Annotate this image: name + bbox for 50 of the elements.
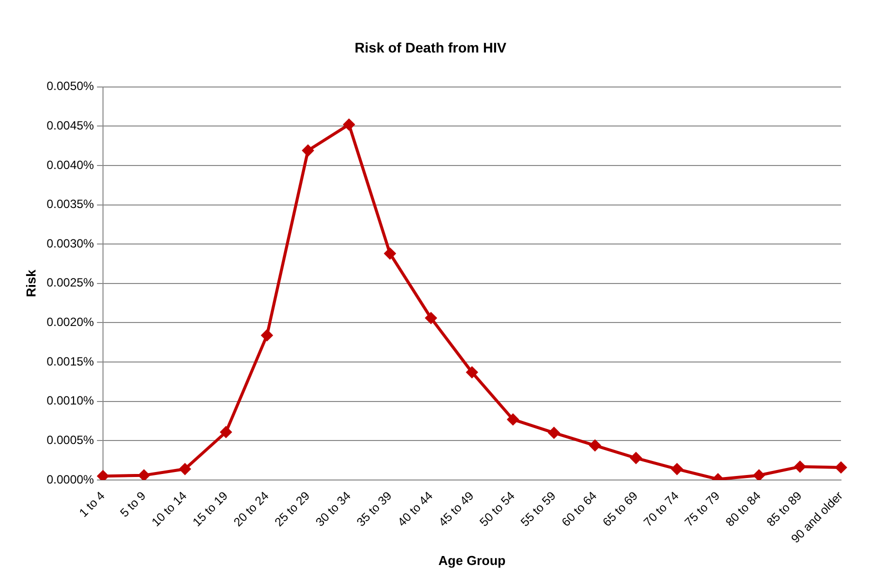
- y-axis-title: Risk: [23, 268, 38, 298]
- x-tick-label: 1 to 4: [76, 488, 108, 520]
- y-tick-label: 0.0040%: [46, 158, 94, 172]
- y-tick-label: 0.0010%: [46, 394, 94, 408]
- y-tick-label: 0.0050%: [46, 79, 94, 94]
- x-tick-label: 65 to 69: [600, 488, 641, 530]
- x-tick-label: 55 to 59: [518, 488, 559, 530]
- point: [588, 439, 601, 452]
- point: [260, 329, 273, 342]
- point: [220, 426, 232, 438]
- point: [178, 463, 191, 476]
- x-tick-label: 10 to 14: [148, 488, 190, 530]
- x-axis-title: Age Group: [438, 552, 506, 568]
- y-tick-label: 0.0020%: [46, 315, 94, 330]
- point: [670, 463, 683, 476]
- x-tick-label: 20 to 24: [230, 488, 272, 530]
- y-tick-label: 0.0045%: [46, 118, 94, 132]
- point: [548, 426, 560, 439]
- x-tick-label: 40 to 44: [394, 488, 436, 530]
- x-tick-label: 30 to 34: [312, 488, 354, 530]
- x-tick-label: 85 to 89: [764, 488, 805, 530]
- x-tick-label: 15 to 19: [190, 488, 231, 530]
- point: [794, 460, 806, 473]
- point: [630, 452, 642, 464]
- y-tick-label: 0.0035%: [46, 197, 94, 212]
- point: [138, 469, 150, 480]
- x-tick-label: 35 to 39: [354, 488, 395, 530]
- x-tick-label: 50 to 54: [476, 488, 518, 530]
- point: [466, 366, 478, 378]
- x-tick-label: 5 to 9: [117, 488, 149, 520]
- x-tick-label: 80 to 84: [722, 488, 764, 530]
- point: [835, 461, 847, 474]
- x-tick-label: 75 to 79: [682, 488, 723, 530]
- point: [342, 118, 355, 131]
- y-tick-label: 0.0015%: [46, 354, 94, 368]
- point: [424, 312, 437, 324]
- y-tick-label: 0.0030%: [46, 236, 94, 250]
- point: [752, 469, 765, 480]
- point: [302, 144, 314, 157]
- x-tick-label: 70 to 74: [640, 488, 682, 530]
- point: [506, 413, 519, 426]
- x-tick-label: 45 to 49: [436, 488, 477, 530]
- y-tick-label: 0.0005%: [46, 433, 94, 448]
- y-tick-label: 0.0025%: [46, 276, 94, 290]
- x-tick-label: 60 to 64: [558, 488, 600, 530]
- point: [96, 470, 109, 480]
- chart-title: Risk of Death from HIV: [354, 39, 507, 56]
- x-tick-label: 25 to 29: [272, 488, 313, 530]
- y-tick-label: 0.0000%: [46, 472, 94, 486]
- point: [384, 248, 396, 260]
